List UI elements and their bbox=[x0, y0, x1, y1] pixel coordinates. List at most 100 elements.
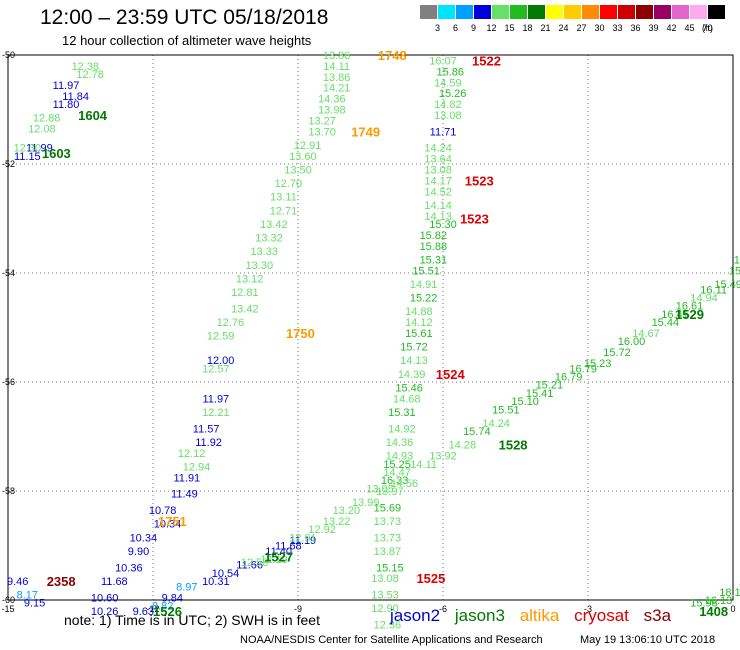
scale-label: 3 bbox=[434, 23, 440, 33]
data-point-jason3: 13.64 bbox=[424, 154, 452, 166]
data-point-jason3: 14.13 bbox=[424, 211, 452, 223]
pass-label: 1603 bbox=[42, 146, 71, 161]
data-point-jason3: 15.82 bbox=[420, 230, 448, 242]
data-point-jason2: 9.15 bbox=[24, 598, 45, 610]
scale-swatch bbox=[546, 5, 563, 19]
data-point-jason2: 11.91 bbox=[173, 472, 200, 484]
data-point-jason3: 15.31 bbox=[420, 254, 448, 266]
data-point-jason3: 15.74 bbox=[463, 426, 491, 438]
scale-label: 9 bbox=[470, 23, 476, 33]
data-point-altika: 12.91 bbox=[294, 140, 322, 152]
data-point-jason3: 14.14 bbox=[424, 200, 452, 212]
data-point-altika: 13.12 bbox=[236, 273, 264, 285]
data-point-altika: 12.21 bbox=[202, 407, 230, 419]
data-point-jason3: 14.68 bbox=[393, 393, 421, 405]
data-point-jason3: 15.51 bbox=[492, 404, 520, 416]
data-point-jason3: 14.24 bbox=[424, 143, 452, 155]
scale-label: 36 bbox=[630, 23, 641, 33]
data-point-jason2: 10.34 bbox=[154, 519, 182, 531]
data-point-altika: 12.81 bbox=[231, 287, 259, 299]
data-point-jason3: 14.82 bbox=[434, 99, 462, 111]
pass-label: 1523 bbox=[465, 173, 494, 188]
y-tick-label: -60 bbox=[2, 595, 15, 605]
x-tick-label: -12 bbox=[146, 604, 159, 614]
scale-swatch bbox=[690, 5, 707, 19]
data-point-jason2: 11.97 bbox=[53, 80, 80, 92]
data-point-jason3: 16.33 bbox=[381, 475, 409, 487]
legend-note: note: 1) Time is in UTC; 2) SWH is in fe… bbox=[64, 612, 320, 628]
data-point-altika: 12.59 bbox=[207, 331, 235, 343]
data-point-jason3: 14.47 bbox=[383, 467, 411, 479]
data-point-jason2: 11.40 bbox=[265, 546, 292, 558]
scale-swatch bbox=[438, 5, 455, 19]
data-point-jason3: 12.58 bbox=[241, 557, 269, 569]
data-point-jason3: 15.31 bbox=[388, 407, 416, 419]
scale-label: 39 bbox=[648, 23, 659, 33]
pass-label: 1749 bbox=[351, 124, 380, 139]
data-point-altika: 13.11 bbox=[270, 192, 297, 204]
scale-swatch bbox=[456, 5, 473, 19]
data-point-jason3: 15.88 bbox=[420, 241, 448, 253]
data-point-altika: 13.27 bbox=[308, 115, 336, 127]
pass-label: 1748 bbox=[378, 48, 407, 63]
scale-label: 45 bbox=[684, 23, 695, 33]
data-point-jason3: 17.62 bbox=[739, 581, 740, 593]
data-point-altika: 14.36 bbox=[318, 94, 346, 106]
data-point-jason3: 15.22 bbox=[410, 293, 438, 305]
data-point-jason3: 15.51 bbox=[412, 265, 440, 277]
scale-swatch bbox=[564, 5, 581, 19]
pass-label: 1524 bbox=[436, 367, 466, 382]
data-point-jason3: 15.98 bbox=[690, 598, 718, 610]
y-tick-label: -50 bbox=[2, 50, 15, 60]
data-point-jason3: 14.52 bbox=[424, 186, 452, 198]
data-point-altika: 13.98 bbox=[318, 105, 346, 117]
pass-label: 1528 bbox=[499, 438, 528, 453]
scale-label: 33 bbox=[612, 23, 623, 33]
data-point-altika: 13.70 bbox=[308, 126, 336, 138]
chart-subtitle: 12 hour collection of altimeter wave hei… bbox=[62, 33, 312, 48]
data-point-jason3: 14.67 bbox=[632, 328, 660, 340]
data-point-altika: 12.12 bbox=[178, 448, 206, 460]
legend-jason3: jason3 bbox=[454, 606, 505, 625]
data-point-jason3: 12.78 bbox=[76, 69, 104, 81]
data-point-jason3: 12.36 bbox=[374, 620, 402, 632]
data-point-jason3: 15.10 bbox=[511, 396, 539, 408]
data-point-jason3: 15.86 bbox=[436, 66, 464, 78]
data-point-altika: 12.57 bbox=[202, 363, 230, 375]
scale-label: 6 bbox=[452, 23, 458, 33]
x-tick-label: -9 bbox=[294, 604, 302, 614]
data-point-jason3: 13.87 bbox=[374, 546, 402, 558]
data-point-jason2: 9.84 bbox=[162, 592, 183, 604]
data-point-jason3: 16.07 bbox=[429, 55, 457, 67]
x-tick-label: -15 bbox=[1, 604, 14, 614]
data-point-altika: 14.21 bbox=[323, 83, 351, 95]
data-point-jason3: 14.11 bbox=[410, 459, 437, 471]
data-point-altika: 13.86 bbox=[323, 72, 351, 84]
data-point-s3a: 8.17 bbox=[17, 590, 38, 602]
data-point-jason3: 12.91 bbox=[289, 532, 317, 544]
pass-label: 1408 bbox=[699, 604, 728, 619]
data-point-jason2: 12.00 bbox=[207, 355, 235, 367]
data-point-jason3: 12.08 bbox=[28, 124, 56, 136]
data-point-jason2: 11.68 bbox=[101, 576, 128, 588]
data-point-jason3: 14.36 bbox=[386, 437, 414, 449]
scale-swatch bbox=[582, 5, 599, 19]
data-point-jason3: 16.11 bbox=[700, 284, 727, 296]
data-point-jason3: 14.91 bbox=[410, 279, 438, 291]
data-point-jason3: 15.41 bbox=[526, 388, 554, 400]
data-point-altika: 13.42 bbox=[231, 303, 259, 315]
data-point-jason2: 8.82 bbox=[152, 600, 173, 612]
data-point-jason2: 11.92 bbox=[195, 437, 222, 449]
data-point-jason2: 10.31 bbox=[202, 576, 230, 588]
data-point-jason2: 10.54 bbox=[212, 568, 240, 580]
data-point-jason3: 12.90 bbox=[371, 603, 399, 615]
satellite-legend: jason2 jason3 altika cryosat s3a bbox=[390, 606, 681, 626]
pass-label: 1525 bbox=[416, 571, 445, 586]
y-tick-label: -56 bbox=[2, 377, 15, 387]
scale-label: 15 bbox=[504, 23, 515, 33]
scale-label: 70 bbox=[702, 23, 713, 33]
data-point-jason2: 11.49 bbox=[171, 489, 198, 501]
pass-label: 1529 bbox=[675, 307, 704, 322]
data-point-altika: 14.11 bbox=[323, 61, 350, 73]
scale-label: 30 bbox=[594, 23, 605, 33]
